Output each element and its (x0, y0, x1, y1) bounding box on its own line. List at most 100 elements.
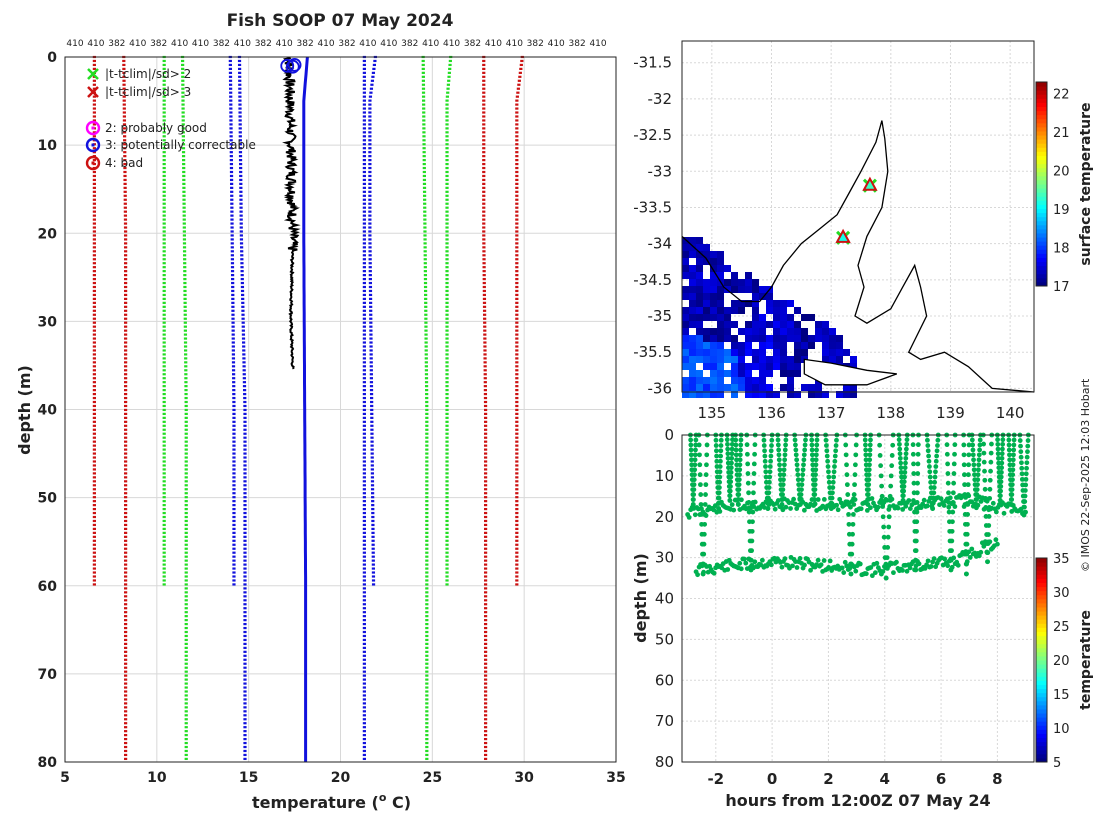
climatology-dot (362, 361, 366, 364)
ts-point (894, 559, 899, 565)
ts-point (777, 467, 783, 473)
map-colorbar-segment (1036, 98, 1047, 103)
climatology-dot (482, 139, 486, 142)
climatology-dot (515, 551, 519, 554)
sst-pixel (745, 279, 752, 286)
climatology-dot (124, 753, 128, 757)
climatology-dot (230, 230, 234, 233)
climatology-dot (515, 281, 519, 285)
climatology-dot (162, 91, 166, 94)
climatology-dot (425, 504, 429, 507)
sst-pixel (822, 349, 829, 356)
climatology-dot (362, 317, 366, 320)
climatology-dot (241, 337, 246, 340)
climatology-dot (368, 266, 372, 269)
climatology-dot (425, 408, 429, 412)
ts-point (733, 452, 739, 458)
climatology-dot (422, 170, 426, 174)
climatology-dot (515, 444, 519, 447)
climatology-dot (92, 365, 96, 368)
sst-pixel (724, 349, 731, 356)
climatology-dot (124, 428, 128, 431)
climatology-dot (124, 436, 128, 439)
climatology-dot (123, 182, 127, 185)
climatology-dot (362, 626, 366, 630)
sst-pixel (703, 244, 710, 251)
climatology-dot (362, 634, 366, 638)
climatology-dot (92, 79, 96, 82)
climatology-dot (483, 718, 488, 721)
climatology-dot (515, 123, 519, 126)
sst-pixel (787, 363, 794, 370)
climatology-dot (92, 460, 96, 463)
map-colorbar-segment (1036, 212, 1047, 218)
climatology-dot (445, 365, 449, 368)
climatology-dot (237, 63, 242, 67)
climatology-dot (425, 745, 429, 749)
climatology-dot (482, 99, 486, 102)
ts-point (693, 437, 699, 443)
ts-point (927, 464, 932, 469)
ts-point (702, 521, 708, 527)
sst-pixel (829, 328, 836, 335)
climatology-dot (92, 67, 96, 70)
profile-x-tick-label: 10 (147, 770, 167, 786)
climatology-dot (362, 587, 366, 590)
ts-point (880, 514, 886, 520)
climatology-dot (162, 63, 166, 67)
climatology-dot (423, 214, 427, 217)
ts-x-tick-label: 6 (936, 770, 946, 788)
climatology-dot (181, 155, 186, 158)
climatology-dot (241, 301, 245, 304)
ts-point (794, 565, 800, 570)
profile-top-label: 382 (338, 39, 355, 49)
climatology-dot (124, 488, 128, 491)
climatology-dot (445, 329, 449, 332)
ts-point (966, 472, 971, 478)
climatology-dot (123, 143, 127, 146)
climatology-dot (362, 119, 366, 122)
climatology-dot (92, 349, 96, 352)
climatology-dot (515, 99, 519, 102)
map-colorbar-segment (1036, 94, 1047, 99)
ts-point (1011, 447, 1017, 453)
climatology-dot (445, 162, 449, 166)
climatology-dot (243, 619, 247, 622)
climatology-dot (242, 381, 247, 384)
climatology-dot (362, 79, 366, 82)
climatology-dot (232, 488, 236, 491)
climatology-dot (243, 488, 247, 491)
ts-point (880, 569, 886, 574)
climatology-dot (124, 734, 128, 737)
ts-point (744, 442, 750, 448)
climatology-dot (162, 250, 166, 253)
ts-point (1011, 437, 1017, 443)
climatology-dot (238, 162, 243, 166)
climatology-dot (181, 115, 185, 118)
climatology-dot (124, 440, 128, 443)
climatology-dot (362, 174, 366, 178)
climatology-dot (124, 690, 128, 693)
climatology-dot (184, 726, 188, 729)
climatology-dot (448, 67, 452, 70)
profile-top-label: 382 (213, 39, 230, 49)
ts-point (692, 457, 698, 463)
climatology-dot (229, 151, 233, 154)
temperature-colorbar-segment (1036, 708, 1047, 714)
climatology-dot (368, 281, 373, 285)
climatology-dot (162, 325, 166, 328)
climatology-dot (243, 718, 247, 721)
climatology-dot (183, 325, 187, 328)
climatology-dot (422, 194, 427, 197)
climatology-dot (515, 492, 519, 495)
ts-point (848, 504, 853, 510)
climatology-dot (184, 638, 188, 642)
ts-point (998, 479, 1004, 485)
climatology-dot (445, 408, 449, 412)
climatology-dot (445, 583, 449, 586)
climatology-dot (368, 246, 372, 249)
ts-point (729, 441, 735, 447)
climatology-dot (92, 190, 96, 193)
climatology-dot (445, 186, 449, 189)
climatology-dot (515, 135, 519, 138)
